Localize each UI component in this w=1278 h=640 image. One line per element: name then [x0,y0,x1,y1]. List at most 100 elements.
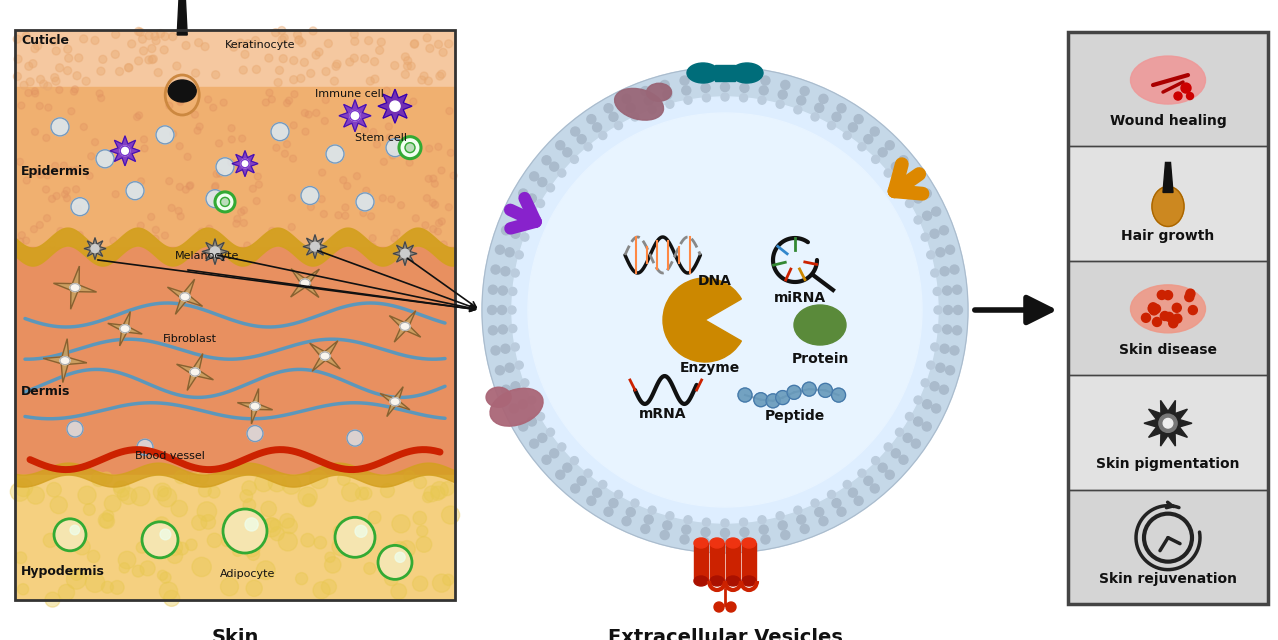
Circle shape [410,40,418,48]
Circle shape [626,508,635,516]
Circle shape [184,154,192,161]
Circle shape [175,542,188,555]
Circle shape [386,134,394,141]
Text: Cuticle: Cuticle [20,34,69,47]
Circle shape [296,74,305,83]
Circle shape [424,486,440,502]
Circle shape [700,74,709,83]
Circle shape [488,285,497,294]
Circle shape [778,521,787,530]
Circle shape [740,83,749,92]
Circle shape [721,538,730,547]
Circle shape [404,471,415,482]
Circle shape [570,156,579,163]
Circle shape [511,229,520,238]
Circle shape [432,201,438,208]
Circle shape [432,574,451,592]
Bar [15,30,455,600]
Circle shape [298,487,317,506]
Circle shape [120,488,137,504]
Circle shape [322,68,330,76]
Circle shape [56,86,63,93]
Circle shape [294,31,302,39]
Circle shape [721,83,730,92]
Circle shape [110,237,116,244]
Ellipse shape [726,576,740,586]
Circle shape [83,504,96,515]
Circle shape [70,568,83,580]
Circle shape [111,30,120,38]
Circle shape [135,112,143,119]
Circle shape [399,137,420,159]
Circle shape [445,40,452,48]
Circle shape [289,223,295,230]
Circle shape [622,516,631,525]
Bar [1068,147,1268,260]
Circle shape [216,158,234,176]
Circle shape [253,198,261,205]
Circle shape [943,305,952,314]
Circle shape [112,191,119,198]
Circle shape [91,244,98,253]
Bar [1068,32,1268,147]
Circle shape [127,182,144,200]
Circle shape [321,211,327,218]
Circle shape [268,96,275,103]
Circle shape [741,74,750,83]
Circle shape [364,36,373,45]
Circle shape [684,96,691,104]
Polygon shape [110,136,141,166]
Circle shape [487,305,496,314]
Circle shape [511,343,519,351]
Circle shape [101,472,112,484]
Text: Peptide: Peptide [764,409,826,423]
Circle shape [781,531,790,540]
Circle shape [414,143,420,150]
Circle shape [207,533,221,548]
Circle shape [1172,303,1181,312]
Circle shape [119,551,135,569]
Circle shape [141,145,148,152]
Circle shape [383,87,390,94]
Circle shape [537,413,544,420]
Circle shape [1173,314,1182,323]
Circle shape [858,469,866,477]
Circle shape [663,521,672,530]
Circle shape [270,520,280,530]
Circle shape [350,37,359,45]
Ellipse shape [1131,285,1205,333]
Polygon shape [54,266,97,309]
Text: Dermis: Dermis [20,385,70,398]
Circle shape [437,70,446,78]
Circle shape [571,127,580,136]
Circle shape [325,557,341,573]
Circle shape [331,77,339,85]
Circle shape [818,383,832,397]
Circle shape [392,515,410,533]
Circle shape [170,131,176,138]
Circle shape [350,234,357,241]
Circle shape [431,486,445,500]
Circle shape [923,189,932,198]
Bar [714,65,735,81]
Circle shape [256,181,262,188]
Circle shape [404,62,412,70]
Circle shape [114,481,129,497]
Circle shape [240,220,248,227]
Bar [15,30,455,87]
Circle shape [171,500,188,516]
Circle shape [210,104,217,111]
Text: Adipocyte: Adipocyte [220,570,275,579]
Circle shape [32,88,38,95]
Circle shape [952,285,961,294]
Circle shape [528,417,537,426]
Circle shape [355,525,367,538]
Circle shape [114,481,125,493]
Circle shape [923,422,932,431]
Circle shape [230,43,238,51]
Circle shape [45,592,60,607]
Circle shape [96,150,114,168]
Circle shape [50,37,58,45]
Circle shape [221,578,239,596]
Circle shape [501,385,510,394]
